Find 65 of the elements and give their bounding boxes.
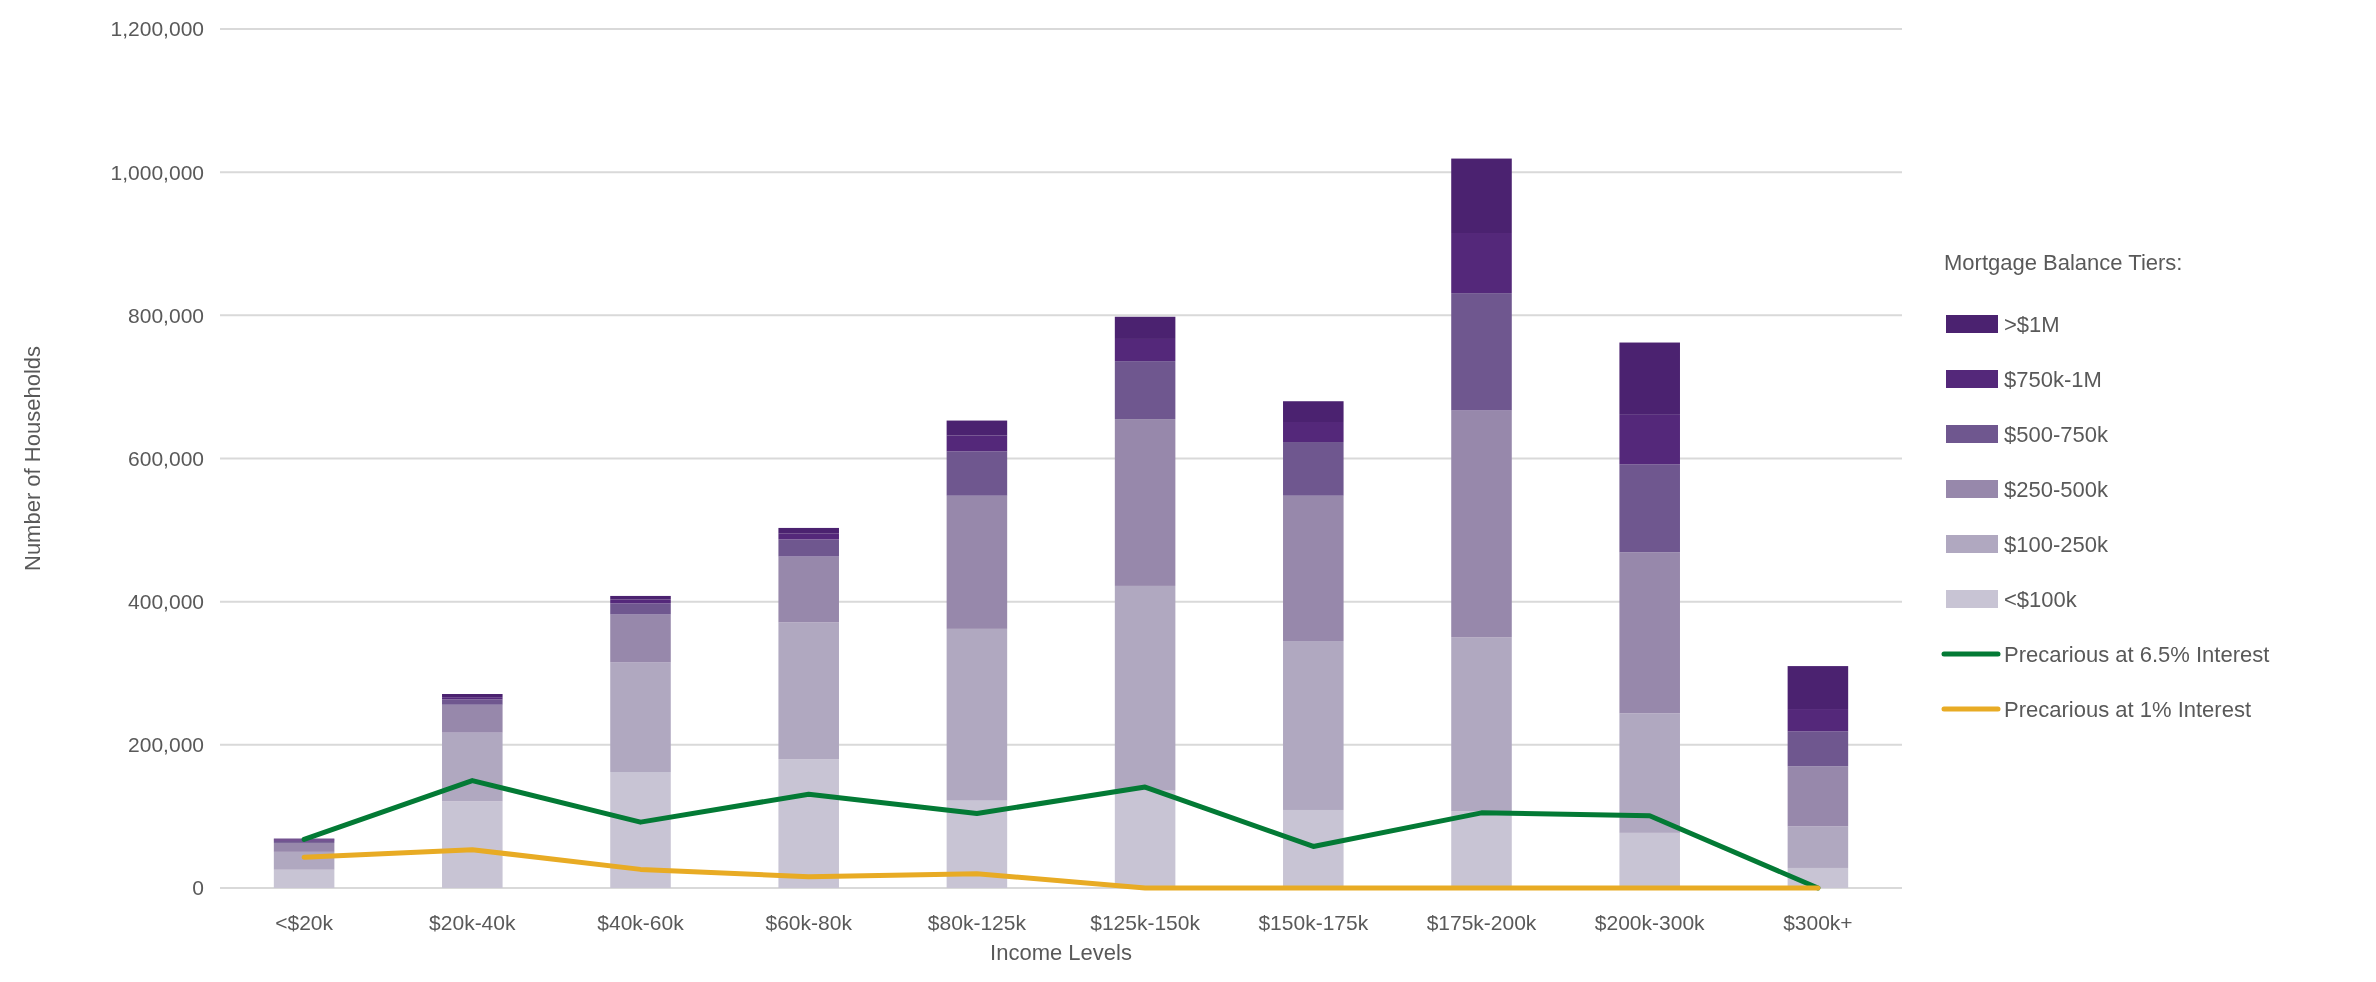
bar bbox=[1114, 585, 1176, 791]
x-tick-label: $20k-40k bbox=[429, 911, 516, 934]
bar bbox=[273, 869, 335, 888]
legend-label: $500-750k bbox=[2004, 421, 2109, 447]
bar bbox=[946, 495, 1008, 629]
x-tick-label: $200k-300k bbox=[1594, 911, 1706, 934]
bar bbox=[442, 704, 503, 733]
legend-label: >$1M bbox=[2004, 311, 2060, 337]
y-tick-label: 400,000 bbox=[128, 590, 204, 614]
legend-label: $250-500k bbox=[2004, 476, 2109, 502]
bar bbox=[442, 801, 503, 888]
bar bbox=[610, 772, 671, 888]
bar bbox=[1787, 826, 1849, 868]
bar bbox=[610, 595, 671, 600]
bar bbox=[1787, 731, 1849, 767]
x-tick-label: $60k-80k bbox=[765, 911, 853, 934]
bar bbox=[946, 451, 1008, 496]
y-tick-label: 1,200,000 bbox=[110, 17, 204, 41]
bar bbox=[1787, 766, 1849, 827]
bar bbox=[1114, 361, 1176, 420]
bar bbox=[1451, 637, 1512, 812]
legend-label: $750k-1M bbox=[2004, 366, 2102, 392]
bar bbox=[1619, 713, 1680, 833]
y-axis-title: Number of Households bbox=[20, 345, 45, 572]
bar bbox=[946, 628, 1008, 801]
y-tick-label: 0 bbox=[192, 876, 204, 900]
bar bbox=[1451, 293, 1512, 411]
bar bbox=[610, 603, 671, 615]
bar bbox=[1283, 442, 1344, 496]
y-tick-label: 800,000 bbox=[128, 303, 204, 327]
x-tick-label: $150k-175k bbox=[1258, 911, 1369, 934]
bar bbox=[1114, 419, 1176, 586]
bar bbox=[778, 622, 839, 760]
x-axis-title: Income Levels bbox=[990, 940, 1132, 965]
bar bbox=[273, 842, 335, 852]
bar bbox=[1451, 410, 1512, 638]
y-tick-label: 600,000 bbox=[128, 446, 204, 470]
bar bbox=[1619, 464, 1680, 553]
y-tick-label: 200,000 bbox=[128, 733, 204, 757]
bar bbox=[1451, 811, 1512, 888]
bar bbox=[610, 614, 671, 663]
bar bbox=[1114, 790, 1176, 888]
x-tick-label: $80k-125k bbox=[927, 911, 1027, 934]
bar bbox=[610, 662, 671, 773]
bar bbox=[1619, 552, 1680, 714]
bar bbox=[1283, 495, 1344, 642]
bar bbox=[778, 539, 839, 557]
bar bbox=[778, 556, 839, 623]
bar bbox=[442, 699, 503, 705]
bar bbox=[442, 732, 503, 802]
bar bbox=[1283, 641, 1344, 810]
x-tick-label: $40k-60k bbox=[597, 911, 685, 934]
bar bbox=[1283, 809, 1344, 888]
y-tick-label: 1,000,000 bbox=[110, 160, 204, 184]
x-tick-label: $175k-200k bbox=[1426, 911, 1537, 934]
bar bbox=[1619, 832, 1680, 888]
x-tick-label: <$20k bbox=[275, 911, 334, 934]
legend-label: $100-250k bbox=[2004, 531, 2109, 557]
bar bbox=[778, 759, 839, 888]
legend-label: Precarious at 6.5% Interest bbox=[2004, 641, 2270, 667]
legend-title: Mortgage Balance Tiers: bbox=[1944, 250, 2183, 275]
legend-label: <$100k bbox=[2004, 586, 2078, 612]
x-tick-label: $125k-150k bbox=[1090, 911, 1201, 934]
x-tick-label: $300k+ bbox=[1783, 911, 1853, 934]
legend-label: Precarious at 1% Interest bbox=[2004, 696, 2252, 722]
